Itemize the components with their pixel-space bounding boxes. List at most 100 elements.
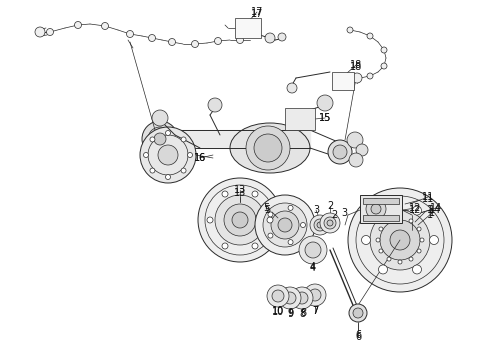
Circle shape <box>420 238 424 242</box>
Circle shape <box>284 292 296 304</box>
Circle shape <box>268 212 273 217</box>
Circle shape <box>381 63 387 69</box>
Circle shape <box>409 257 413 261</box>
Circle shape <box>148 35 155 41</box>
Text: 5: 5 <box>264 205 270 215</box>
Circle shape <box>142 121 178 157</box>
Text: 1: 1 <box>427 205 433 215</box>
Text: 6: 6 <box>355 330 361 340</box>
Circle shape <box>314 219 326 231</box>
Bar <box>332 72 354 90</box>
Circle shape <box>140 127 196 183</box>
Circle shape <box>265 33 275 43</box>
Circle shape <box>150 137 155 142</box>
Circle shape <box>300 222 305 228</box>
Circle shape <box>387 219 391 223</box>
Circle shape <box>349 304 367 322</box>
Circle shape <box>181 168 186 173</box>
Circle shape <box>347 27 353 33</box>
Circle shape <box>215 195 265 245</box>
Circle shape <box>144 153 148 158</box>
Circle shape <box>348 188 452 292</box>
Circle shape <box>279 287 301 309</box>
Circle shape <box>74 22 81 28</box>
Text: 12: 12 <box>409 205 421 215</box>
Text: 17: 17 <box>251 9 263 19</box>
Circle shape <box>154 133 166 145</box>
Circle shape <box>188 153 193 158</box>
Circle shape <box>267 285 289 307</box>
Text: 6: 6 <box>355 332 361 342</box>
Circle shape <box>367 73 373 79</box>
Text: 12: 12 <box>409 203 421 213</box>
Circle shape <box>222 191 228 197</box>
Circle shape <box>148 127 172 151</box>
Circle shape <box>222 243 228 249</box>
Circle shape <box>198 178 282 262</box>
Circle shape <box>150 168 155 173</box>
Circle shape <box>169 39 175 45</box>
Circle shape <box>390 230 410 250</box>
Text: 18: 18 <box>350 60 362 70</box>
Circle shape <box>263 203 307 247</box>
Text: 5: 5 <box>263 203 269 213</box>
Circle shape <box>310 215 330 235</box>
Circle shape <box>417 249 421 253</box>
Circle shape <box>246 126 290 170</box>
Circle shape <box>166 131 171 135</box>
Circle shape <box>255 195 315 255</box>
Text: 4: 4 <box>310 262 316 272</box>
Circle shape <box>352 73 362 83</box>
Bar <box>360 195 402 223</box>
Circle shape <box>304 284 326 306</box>
Text: 9: 9 <box>287 309 293 319</box>
Circle shape <box>288 240 293 244</box>
Circle shape <box>379 249 383 253</box>
Circle shape <box>347 132 363 148</box>
Ellipse shape <box>230 123 310 173</box>
Circle shape <box>362 235 370 244</box>
Text: 18: 18 <box>350 62 362 72</box>
Circle shape <box>215 37 221 45</box>
Circle shape <box>380 220 420 260</box>
Text: 8: 8 <box>300 308 306 318</box>
Bar <box>363 198 399 204</box>
Text: 16: 16 <box>194 153 206 163</box>
Bar <box>235 18 261 38</box>
Circle shape <box>278 33 286 41</box>
Circle shape <box>317 222 323 228</box>
Circle shape <box>381 47 387 53</box>
Circle shape <box>278 218 292 232</box>
Bar <box>285 108 315 130</box>
Circle shape <box>398 260 402 264</box>
Circle shape <box>158 145 178 165</box>
Text: 1: 1 <box>429 208 435 218</box>
Circle shape <box>267 217 273 223</box>
Circle shape <box>398 216 402 220</box>
Circle shape <box>371 204 381 214</box>
Text: 14: 14 <box>429 205 441 215</box>
Circle shape <box>291 287 313 309</box>
Text: 13: 13 <box>234 188 246 198</box>
Text: 3: 3 <box>313 205 319 215</box>
Circle shape <box>126 31 133 37</box>
Text: 14: 14 <box>430 203 442 213</box>
Circle shape <box>252 191 258 197</box>
Text: 11: 11 <box>422 194 434 204</box>
Circle shape <box>309 289 321 301</box>
Circle shape <box>327 220 333 226</box>
Text: 10: 10 <box>272 306 284 316</box>
Circle shape <box>413 206 421 215</box>
Circle shape <box>252 243 258 249</box>
Bar <box>363 215 399 221</box>
Text: 7: 7 <box>312 306 318 316</box>
Circle shape <box>353 308 363 318</box>
Text: 7: 7 <box>312 306 318 316</box>
Circle shape <box>35 27 45 37</box>
Circle shape <box>166 175 171 180</box>
Circle shape <box>296 292 308 304</box>
Circle shape <box>192 40 198 48</box>
Circle shape <box>333 145 347 159</box>
Circle shape <box>272 290 284 302</box>
Circle shape <box>305 242 321 258</box>
